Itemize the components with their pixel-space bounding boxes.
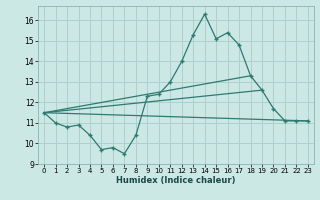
X-axis label: Humidex (Indice chaleur): Humidex (Indice chaleur) [116, 176, 236, 185]
